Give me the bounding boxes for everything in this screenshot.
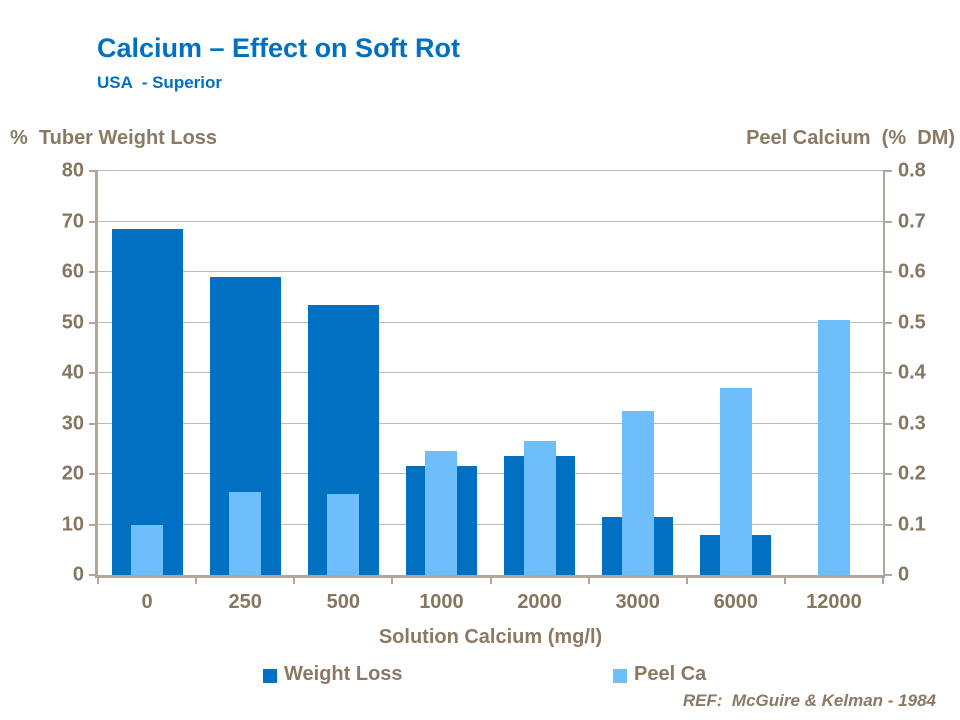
left-axis-title: % Tuber Weight Loss bbox=[10, 127, 218, 149]
y-axis-label-right: 0.3 bbox=[898, 412, 926, 434]
ref-text: REF: McGuire & Kelman - 1984 bbox=[682, 691, 936, 710]
bar-peel-ca bbox=[621, 410, 654, 575]
gridline bbox=[98, 523, 883, 525]
x-axis-label: 250 bbox=[228, 591, 262, 613]
y-axis-label-left: 70 bbox=[61, 210, 84, 232]
right-axis-tick bbox=[883, 422, 892, 425]
left-axis-tick bbox=[89, 574, 98, 576]
x-axis-label: 2000 bbox=[517, 591, 562, 613]
y-axis-label-right: 0.6 bbox=[898, 260, 926, 283]
y-axis-label-left: 50 bbox=[61, 311, 84, 333]
right-axis-title: Peel Calcium (% DM) bbox=[746, 127, 955, 149]
right-axis-tick bbox=[883, 170, 892, 172]
gridline bbox=[98, 220, 883, 222]
legend: Weight Loss Peel Ca bbox=[0, 663, 960, 687]
left-axis-tick bbox=[89, 271, 98, 273]
left-axis-tick bbox=[89, 422, 98, 425]
x-axis-tick bbox=[783, 575, 786, 584]
y-axis-label-right: 0 bbox=[898, 563, 910, 586]
y-axis-label-left: 20 bbox=[61, 462, 84, 485]
y-axis-label-left: 10 bbox=[61, 513, 84, 535]
x-axis-label: 6000 bbox=[713, 591, 759, 613]
y-axis-label-left: 60 bbox=[61, 260, 84, 283]
bar-peel-ca bbox=[327, 494, 360, 575]
bar-peel-ca bbox=[817, 319, 850, 575]
legend-label-weight-loss: Weight Loss bbox=[284, 663, 403, 685]
y-axis-label-left: 40 bbox=[61, 361, 84, 384]
y-axis-label-right: 0.1 bbox=[898, 513, 926, 535]
plot-area: Solution Calcium (mg/l) 0 10 20 30 40 50 60 70 8… bbox=[62, 160, 926, 649]
right-axis-tick bbox=[883, 321, 892, 324]
gridline bbox=[98, 473, 883, 474]
right-axis-tick bbox=[883, 271, 892, 273]
bar-peel-ca bbox=[131, 524, 164, 575]
x-axis-label: 3000 bbox=[615, 591, 660, 613]
gridline bbox=[98, 271, 883, 272]
left-axis-tick bbox=[89, 170, 98, 172]
legend-label-peel-ca: Peel Ca bbox=[634, 663, 707, 685]
peel-ca-swatch-icon bbox=[613, 668, 627, 683]
right-axis-tick bbox=[883, 473, 892, 475]
y-axis-label-left: 0 bbox=[72, 563, 84, 586]
x-axis-tick bbox=[97, 575, 99, 584]
page-title: Calcium – Effect on Soft Rot bbox=[97, 33, 461, 63]
left-axis-tick bbox=[89, 473, 98, 475]
legend-item-peel-ca: Peel Ca bbox=[613, 663, 706, 686]
left-axis-tick bbox=[89, 321, 98, 324]
y-axis-label-left: 80 bbox=[61, 159, 84, 182]
right-axis-tick bbox=[883, 523, 892, 526]
bar-peel-ca bbox=[523, 441, 556, 575]
y-axis-label-right: 0.2 bbox=[898, 462, 926, 485]
x-axis-tick bbox=[391, 575, 394, 584]
right-axis-tick bbox=[883, 574, 892, 576]
page-subtitle: USA - Superior bbox=[97, 73, 222, 92]
x-axis-title: Solution Calcium (mg/l) bbox=[378, 626, 603, 648]
left-axis-tick bbox=[89, 372, 98, 374]
x-axis-tick bbox=[587, 575, 590, 584]
y-axis-label-left: 30 bbox=[61, 412, 84, 434]
x-axis-label: 1000 bbox=[419, 591, 464, 613]
y-axis-label-right: 0.5 bbox=[898, 311, 926, 333]
gridline bbox=[98, 321, 883, 323]
y-axis-label-right: 0.8 bbox=[898, 159, 926, 182]
bar-peel-ca bbox=[229, 491, 262, 575]
gridline bbox=[98, 372, 883, 373]
x-axis-label: 0 bbox=[141, 591, 153, 613]
x-axis-tick bbox=[685, 575, 688, 584]
bar-peel-ca bbox=[719, 388, 752, 575]
x-axis-label: 500 bbox=[326, 591, 360, 613]
y-axis-label-right: 0.7 bbox=[898, 210, 926, 232]
gridline bbox=[98, 422, 883, 424]
left-axis-tick bbox=[89, 523, 98, 526]
right-axis-tick bbox=[883, 220, 892, 223]
bar-peel-ca bbox=[425, 451, 458, 575]
x-axis-label: 12000 bbox=[806, 591, 862, 613]
left-axis-tick bbox=[89, 220, 98, 223]
right-axis-tick bbox=[883, 372, 892, 374]
legend-item-weight-loss: Weight Loss bbox=[263, 663, 403, 686]
x-axis-tick bbox=[489, 575, 492, 584]
y-axis-label-right: 0.4 bbox=[898, 361, 926, 384]
x-axis-tick bbox=[293, 575, 296, 584]
x-axis-tick bbox=[195, 575, 198, 584]
bar-weight-loss bbox=[111, 229, 183, 575]
weight-loss-swatch-icon bbox=[263, 668, 277, 683]
gridline bbox=[98, 170, 883, 171]
x-axis-tick bbox=[882, 575, 884, 584]
